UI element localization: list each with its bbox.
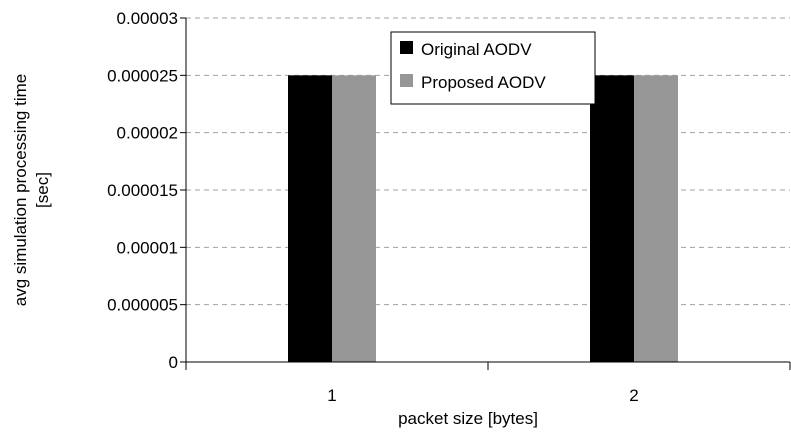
- y-tick-labels: 0 0.000005 0.00001 0.000015 0.00002 0.000025 0…: [107, 9, 186, 372]
- y-tick-label: 0.00001: [117, 238, 178, 257]
- y-axis-title-line-1: avg simulation processing time: [11, 74, 30, 306]
- y-tick-label: 0.000005: [107, 296, 178, 315]
- legend-box: [390, 31, 596, 105]
- x-tick-label: 2: [629, 386, 638, 405]
- legend-swatch-original-aodv: [400, 41, 413, 54]
- bars: [288, 75, 678, 362]
- legend-label-original-aodv: Original AODV: [421, 40, 532, 59]
- y-tick-label: 0.00002: [117, 124, 178, 143]
- bar-proposed-aodv-2: [634, 75, 678, 362]
- y-tick-label: 0.000015: [107, 181, 178, 200]
- x-axis-title: packet size [bytes]: [398, 409, 538, 428]
- legend-label-proposed-aodv: Proposed AODV: [421, 73, 546, 92]
- bar-proposed-aodv-1: [332, 75, 376, 362]
- y-axis-title-line-2: [sec]: [33, 172, 52, 208]
- bar-original-aodv-1: [288, 75, 332, 362]
- y-tick-label: 0.00003: [117, 9, 178, 28]
- legend: Original AODV Proposed AODV: [390, 31, 596, 105]
- x-tick-label: 1: [327, 386, 336, 405]
- y-tick-label: 0: [169, 353, 178, 372]
- legend-swatch-proposed-aodv: [400, 74, 413, 87]
- y-tick-label: 0.000025: [107, 66, 178, 85]
- bar-original-aodv-2: [590, 75, 634, 362]
